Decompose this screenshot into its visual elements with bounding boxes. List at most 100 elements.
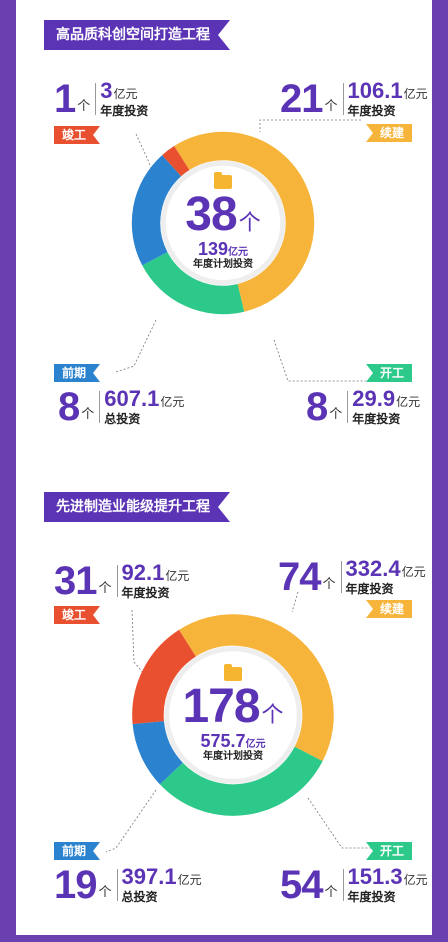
- count-unit: 个: [324, 885, 338, 900]
- donut-chart: 178个 575.7亿元 年度计划投资: [128, 610, 338, 820]
- money-block: 151.3亿元 年度投资: [348, 866, 428, 904]
- separator: [116, 565, 118, 597]
- amount-label: 年度投资: [345, 582, 394, 596]
- money-block: 607.1亿元 总投资: [104, 388, 184, 426]
- stat-completed: 31 个 92.1亿元 年度投资: [54, 559, 190, 603]
- donut-slice-preliminary: [132, 720, 184, 785]
- total-count: 38: [185, 188, 237, 241]
- leader-line-started: [273, 339, 366, 382]
- separator: [116, 869, 118, 901]
- leader-line-preliminary: [105, 789, 157, 853]
- amount-unit: 亿元: [160, 395, 185, 409]
- count-completed: 31: [54, 559, 97, 603]
- separator: [347, 391, 349, 423]
- folder-icon: [224, 664, 242, 681]
- stat-preliminary: 8 个 607.1亿元 总投资: [58, 385, 184, 429]
- total-investment-unit: 亿元: [245, 739, 266, 750]
- separator: [342, 869, 344, 901]
- stat-completed: 1 个 3亿元 年度投资: [54, 77, 148, 121]
- count-unit: 个: [77, 99, 91, 114]
- stat-ongoing: 74 个 332.4亿元 年度投资: [278, 555, 426, 599]
- count-ongoing: 74: [278, 555, 321, 599]
- count-preliminary: 8: [58, 385, 80, 429]
- donut-chart: 38个 139亿元 年度计划投资: [128, 128, 318, 318]
- amount-completed: 3: [100, 78, 113, 103]
- amount-unit: 亿元: [165, 569, 190, 583]
- amount-label: 年度投资: [100, 104, 149, 118]
- tag-started: 开工: [366, 842, 413, 860]
- amount-unit: 亿元: [177, 873, 202, 887]
- section-title: 高品质科创空间打造工程: [44, 20, 230, 50]
- infographic-sheet: 高品质科创空间打造工程 1 个 3亿元 年度投资 竣工 21 个 106.1亿元: [16, 0, 432, 935]
- stat-ongoing: 21 个 106.1亿元 年度投资: [280, 77, 428, 121]
- total-investment-label: 年度计划投资: [203, 751, 263, 762]
- leader-line-preliminary: [115, 319, 157, 373]
- donut-svg: [131, 131, 315, 315]
- amount-unit: 亿元: [403, 87, 428, 101]
- leader-lines: [115, 119, 366, 382]
- total-count: 178: [182, 680, 260, 733]
- donut-slice-started: [159, 746, 323, 816]
- total-investment: 575.7: [200, 731, 246, 751]
- amount-label: 总投资: [121, 890, 158, 904]
- separator: [342, 83, 344, 115]
- amount-label: 年度投资: [121, 586, 170, 600]
- tag-preliminary: 前期: [54, 364, 100, 382]
- donut-svg: [132, 614, 334, 816]
- donut-slice-completed: [162, 145, 190, 177]
- folder-icon: [214, 172, 232, 189]
- count-completed: 1: [54, 77, 76, 121]
- money-block: 106.1亿元 年度投资: [348, 80, 428, 118]
- count-ongoing: 21: [280, 77, 323, 121]
- money-block: 92.1亿元 年度投资: [122, 562, 190, 600]
- count-unit: 个: [322, 577, 336, 592]
- amount-ongoing: 332.4: [345, 556, 401, 581]
- amount-unit: 亿元: [113, 87, 138, 101]
- amount-started: 151.3: [347, 864, 403, 889]
- amount-unit: 亿元: [403, 873, 428, 887]
- donut-slice-completed: [132, 629, 197, 724]
- count-unit: 个: [329, 407, 343, 422]
- amount-label: 年度投资: [347, 890, 396, 904]
- count-unit: 个: [98, 885, 112, 900]
- tag-ongoing: 续建: [366, 600, 413, 618]
- money-block: 29.9亿元 年度投资: [352, 388, 420, 426]
- amount-ongoing: 106.1: [347, 78, 403, 103]
- amount-preliminary: 607.1: [104, 386, 160, 411]
- leader-line-ongoing: [259, 119, 361, 132]
- count-preliminary: 19: [54, 863, 97, 907]
- section-sci-tech-space: 高品质科创空间打造工程 1 个 3亿元 年度投资 竣工 21 个 106.1亿元: [16, 0, 432, 470]
- stat-preliminary: 19 个 397.1亿元 总投资: [54, 863, 202, 907]
- section-advanced-manufacturing: 先进制造业能级提升工程 31 个 92.1亿元 年度投资 竣工 74 个 332…: [16, 472, 432, 942]
- donut-center: 38个 139亿元 年度计划投资: [128, 128, 318, 318]
- amount-unit: 亿元: [396, 395, 421, 409]
- amount-preliminary: 397.1: [121, 864, 177, 889]
- count-started: 8: [306, 385, 328, 429]
- money-block: 397.1亿元 总投资: [122, 866, 202, 904]
- money-block: 332.4亿元 年度投资: [346, 558, 426, 596]
- separator: [99, 391, 101, 423]
- tag-completed: 竣工: [54, 606, 100, 624]
- separator: [340, 561, 342, 593]
- donut-slice-ongoing: [174, 131, 315, 312]
- donut-inner-halo: [160, 160, 286, 286]
- amount-label: 年度投资: [352, 412, 401, 426]
- donut-slice-started: [142, 251, 245, 315]
- section-title: 先进制造业能级提升工程: [44, 492, 230, 522]
- money-block: 3亿元 年度投资: [100, 80, 148, 118]
- amount-label: 总投资: [104, 412, 141, 426]
- donut-center: 178个 575.7亿元 年度计划投资: [128, 610, 338, 820]
- stat-started: 8 个 29.9亿元 年度投资: [306, 385, 420, 429]
- count-unit: 个: [98, 581, 112, 596]
- count-unit: 个: [324, 99, 338, 114]
- separator: [95, 83, 97, 115]
- donut-slice-ongoing: [179, 614, 334, 762]
- donut-slice-preliminary: [131, 155, 182, 266]
- leader-line-completed: [135, 133, 157, 181]
- count-unit: 个: [81, 407, 95, 422]
- leader-line-ongoing: [291, 591, 299, 613]
- stat-started: 54 个 151.3亿元 年度投资: [280, 865, 428, 905]
- amount-started: 29.9: [352, 386, 396, 411]
- amount-unit: 亿元: [401, 565, 426, 579]
- amount-completed: 92.1: [121, 560, 165, 585]
